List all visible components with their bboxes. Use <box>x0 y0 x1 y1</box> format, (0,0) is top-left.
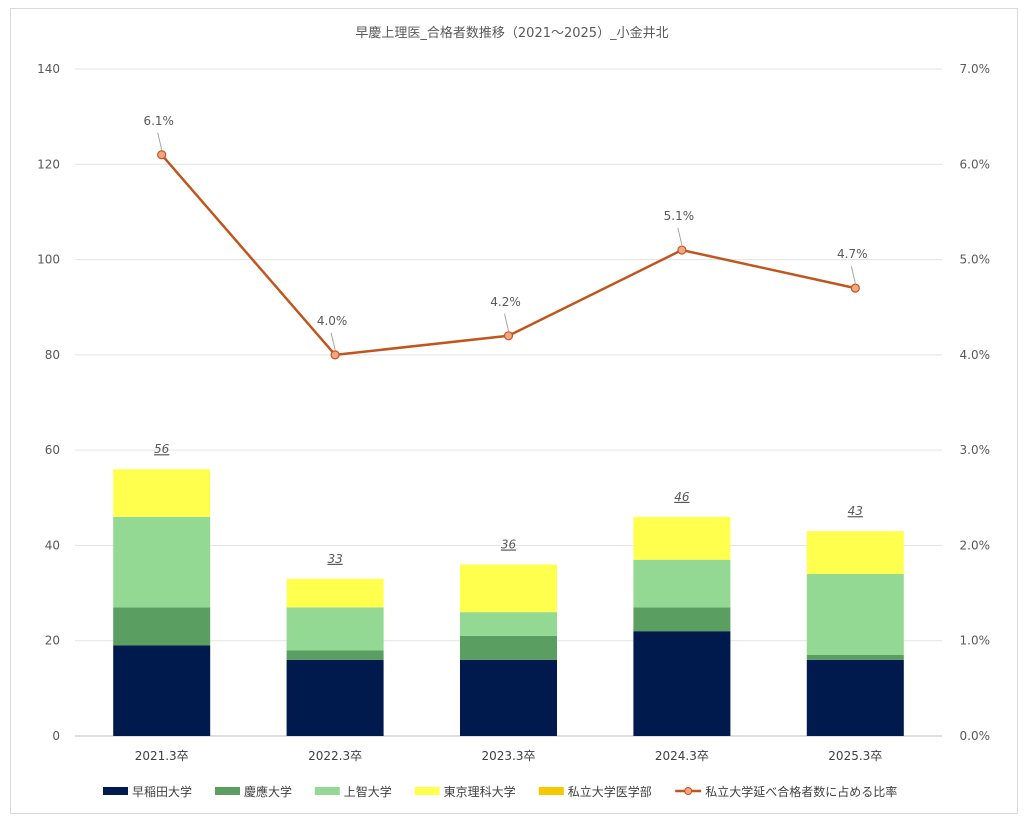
bar-segment <box>286 578 384 608</box>
x-category-label: 2025.3卒 <box>828 749 882 763</box>
ratio-label: 4.7% <box>837 247 868 261</box>
legend-swatch <box>314 787 340 795</box>
legend-swatch <box>103 787 128 795</box>
bar-segment <box>806 531 904 575</box>
legend-swatch <box>538 787 564 795</box>
y-right-tick-label: 6.0% <box>960 157 991 171</box>
legend-swatch <box>215 787 240 795</box>
legend-label: 慶應大学 <box>244 784 292 799</box>
y-left-tick-label: 60 <box>45 443 60 457</box>
bar-segment <box>633 631 731 736</box>
y-axis-left: 0 20 40 60 80 100 120 140 <box>37 62 60 743</box>
bar-segment <box>286 659 384 736</box>
legend-label: 上智大学 <box>344 784 392 799</box>
legend-label: 早稲田大学 <box>132 784 192 799</box>
bar-segment <box>113 469 211 517</box>
bar-segment <box>460 659 557 736</box>
y-right-tick-label: 1.0% <box>960 634 991 648</box>
ratio-label: 5.1% <box>664 209 695 223</box>
bar-segment <box>633 516 731 560</box>
bar-segment <box>113 607 211 646</box>
bar-segment <box>113 645 211 736</box>
grid-lines <box>75 68 942 737</box>
ratio-point <box>677 245 687 255</box>
data-label-leader <box>157 132 163 150</box>
ratio-label: 6.1% <box>143 114 174 128</box>
y-left-tick-label: 140 <box>37 62 60 76</box>
y-right-tick-label: 2.0% <box>960 538 991 552</box>
data-label-leader <box>677 227 683 246</box>
bar-segment <box>460 635 557 660</box>
bar-segment <box>633 559 731 608</box>
y-axis-right: 0.0% 1.0% 2.0% 3.0% 4.0% 5.0% 6.0% 7.0% <box>960 62 991 743</box>
legend: 早稲田大学 慶應大学 上智大学 東京理科大学 私立大学医学部 私立大学延べ合格者数に占める… <box>103 784 897 799</box>
legend-label: 私立大学医学部 <box>568 784 652 799</box>
x-category-label: 2022.3卒 <box>308 749 362 763</box>
bars-group <box>113 469 904 736</box>
ratio-point <box>330 350 340 360</box>
data-label-leader <box>850 266 856 284</box>
ratio-label: 4.0% <box>317 314 348 328</box>
legend-label: 東京理科大学 <box>444 784 516 799</box>
data-label-leader <box>504 313 509 331</box>
bar-segment <box>806 574 904 656</box>
total-label: 46 <box>674 490 690 504</box>
y-left-tick-label: 100 <box>37 253 60 267</box>
y-right-tick-label: 3.0% <box>960 443 991 457</box>
bar-segment <box>806 655 904 660</box>
total-label: 36 <box>501 537 517 551</box>
y-left-tick-label: 0 <box>52 729 60 743</box>
y-right-tick-label: 4.0% <box>960 348 991 362</box>
data-label-leader <box>330 332 336 350</box>
legend-label: 私立大学延べ合格者数に占める比率 <box>705 784 897 799</box>
bar-segment <box>286 650 384 660</box>
y-left-tick-label: 20 <box>45 634 60 648</box>
total-label: 33 <box>327 552 342 566</box>
bar-segment <box>113 516 211 608</box>
ratio-point <box>503 331 514 341</box>
total-label: 43 <box>848 504 863 518</box>
legend-swatch <box>414 787 440 795</box>
bar-segment <box>460 564 557 613</box>
ratio-point <box>157 150 167 160</box>
x-category-label: 2024.3卒 <box>655 749 709 763</box>
ratio-label: 4.2% <box>490 295 521 309</box>
x-category-label: 2021.3卒 <box>135 749 189 763</box>
bar-segment <box>633 607 731 632</box>
y-right-tick-label: 0.0% <box>960 729 991 743</box>
legend-line-marker <box>684 787 693 795</box>
y-right-tick-label: 5.0% <box>960 253 991 267</box>
bar-segment <box>286 607 384 651</box>
x-axis-categories: 2021.3卒 2022.3卒 2023.3卒 2024.3卒 2025.3卒 <box>135 749 883 763</box>
ratio-line-group: 6.1% 4.0% 4.2% 5.1% 4.7% <box>143 114 868 360</box>
ratio-line <box>160 153 856 357</box>
y-left-tick-label: 80 <box>45 348 60 362</box>
y-left-tick-label: 40 <box>45 538 60 552</box>
total-labels: 56 33 36 46 43 <box>154 442 863 566</box>
chart-title: 早慶上理医_合格者数推移（2021～2025）_小金井北 <box>355 25 668 41</box>
total-label: 56 <box>154 442 170 456</box>
y-left-tick-label: 120 <box>37 157 60 171</box>
x-category-label: 2023.3卒 <box>482 749 536 763</box>
y-right-tick-label: 7.0% <box>960 62 991 76</box>
bar-segment <box>460 612 557 636</box>
ratio-point <box>850 283 860 293</box>
bar-segment <box>806 659 904 736</box>
